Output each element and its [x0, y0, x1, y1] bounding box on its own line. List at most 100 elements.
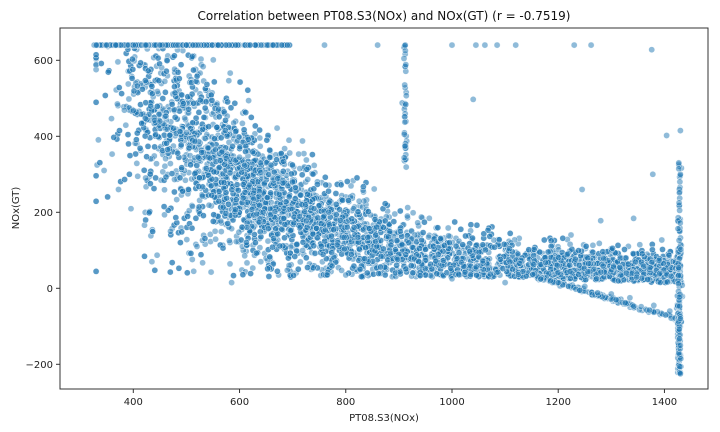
scatter-point-4964	[274, 267, 281, 275]
scatter-point-730	[127, 205, 135, 212]
scatter-point-990	[249, 264, 257, 272]
scatter-point-4741	[188, 224, 196, 232]
scatter-point-4707	[380, 245, 387, 253]
scatter-point-3971	[92, 197, 100, 205]
scatter-point-4965	[185, 144, 193, 152]
scatter-point-4545	[277, 150, 285, 157]
scatter-point-4339	[582, 276, 589, 284]
scatter-point-4661	[116, 127, 123, 134]
scatter-point-686	[161, 211, 168, 219]
scatter-point-4273	[266, 253, 274, 261]
scatter-point-163	[299, 137, 306, 145]
scatter-point-4694	[230, 272, 237, 279]
scatter-point-4519	[350, 262, 358, 270]
scatter-point-3507	[364, 208, 372, 215]
scatter-point-917	[414, 219, 422, 227]
scatter-point-3384	[114, 58, 122, 66]
scatter-point-4605	[92, 268, 100, 275]
scatter-point-3278	[239, 120, 246, 127]
scatter-point-4210	[203, 81, 211, 88]
scatter-point-3747	[293, 247, 301, 255]
scatter-point-4809	[416, 272, 424, 279]
scatter-point-4885	[486, 270, 494, 278]
scatter-point-3974	[256, 126, 263, 134]
scatter-point-4654	[175, 75, 183, 82]
scatter-point-4301	[632, 258, 639, 266]
scatter-point-4835	[640, 262, 647, 270]
scatter-point-3576	[421, 218, 428, 226]
scatter-point-4535	[264, 265, 271, 273]
scatter-point-4602	[160, 203, 168, 210]
scatter-point-642	[201, 135, 209, 142]
scatter-point-4978	[183, 269, 191, 277]
scatter-point-4552	[649, 246, 656, 253]
scatter-point-4157	[224, 220, 231, 227]
scatter-point-3343	[256, 142, 264, 150]
scatter-point-4895	[208, 97, 216, 104]
scatter-point-781	[295, 150, 303, 158]
scatter-point-4772	[659, 246, 666, 253]
scatter-point-4878	[656, 279, 664, 286]
scatter-point-4196	[126, 152, 134, 159]
scatter-point-4919	[317, 220, 325, 228]
scatter-point-4669	[455, 271, 463, 278]
scatter-point-4728	[243, 239, 250, 246]
scatter-point-3162	[226, 69, 234, 77]
scatter-point-3373	[108, 150, 116, 158]
scatter-point-4780	[325, 187, 332, 195]
scatter-point-3671	[242, 109, 249, 116]
scatter-point-4902	[328, 262, 336, 270]
scatter-point-3086	[212, 235, 219, 243]
scatter-point-72	[285, 136, 293, 144]
scatter-point-1156	[370, 185, 378, 193]
scatter-point-4554	[402, 251, 410, 258]
scatter-point-4893	[396, 227, 404, 235]
scatter-point-4841	[290, 219, 298, 227]
scatter-point-4176	[639, 250, 646, 258]
scatter-point-4375	[136, 144, 144, 152]
scatter-point-4655	[267, 189, 274, 197]
scatter-point-4499	[451, 218, 459, 226]
scatter-point-4918	[207, 182, 215, 190]
scatter-point-4911	[238, 168, 245, 176]
scatter-point-4788	[499, 265, 507, 272]
scatter-point-3842	[187, 250, 195, 257]
scatter-point-4879	[469, 234, 476, 242]
scatter-point-4517	[568, 245, 576, 253]
scatter-point-4575	[310, 185, 318, 193]
scatter-point-4620	[297, 191, 305, 199]
scatter-point-4747	[202, 98, 210, 106]
scatter-point-4743	[377, 263, 384, 271]
scatter-point-715	[167, 160, 174, 167]
scatter-point-4983	[238, 223, 246, 231]
scatter-point-4505	[249, 148, 256, 156]
scatter-point-3560	[459, 241, 467, 248]
scatter-point-3964	[265, 273, 273, 280]
scatter-point-242	[226, 260, 234, 268]
scatter-point-3146	[161, 78, 169, 85]
scatter-point-4191	[118, 90, 125, 97]
scatter-point-350	[153, 160, 160, 167]
scatter-point-4425	[168, 170, 176, 177]
scatter-point-4262	[377, 253, 385, 260]
scatter-point-4884	[273, 156, 280, 163]
scatter-point-4414	[236, 78, 244, 86]
scatter-point-4562	[428, 265, 436, 273]
scatter-point-4224	[102, 92, 109, 99]
scatter-point-4972	[567, 275, 574, 282]
scatter-point-4871	[171, 114, 179, 121]
scatter-point-4353	[290, 272, 297, 279]
scatter-point-4052	[115, 84, 123, 91]
scatter-point-4749	[188, 90, 196, 98]
scatter-point-1228	[225, 77, 233, 84]
scatter-point-4068	[129, 55, 136, 63]
scatter-point-3501	[419, 229, 427, 236]
scatter-point-1023	[181, 114, 188, 122]
scatter-point-4628	[396, 207, 404, 215]
scatter-point-3984	[166, 268, 174, 276]
scatter-point-4336	[381, 200, 389, 207]
scatter-point-4868	[584, 254, 592, 262]
scatter-point-4340	[141, 252, 148, 260]
scatter-point-3921	[462, 232, 469, 240]
scatter-point-4837	[177, 239, 184, 246]
